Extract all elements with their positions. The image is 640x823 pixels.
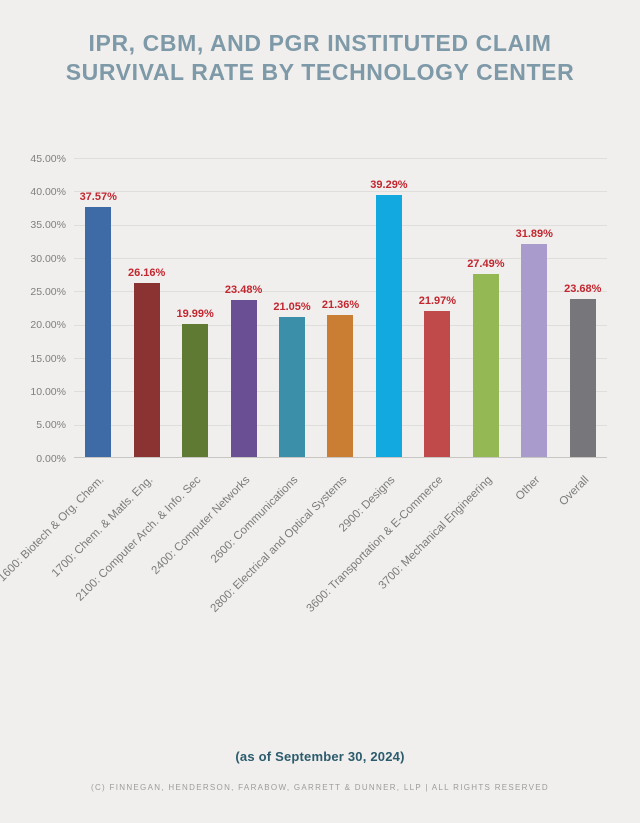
chart-bar <box>569 299 596 457</box>
bars-container: 37.57% 26.16% 19.99% 23.48% 21.05% 21.36% 39.2… <box>74 158 607 457</box>
bar-value-label: 21.36% <box>321 298 360 311</box>
chart-bar <box>375 195 402 457</box>
bar-slot: 21.36% <box>316 158 364 457</box>
y-tick-label: 35.00% <box>30 219 66 232</box>
bar-value-label: 37.57% <box>79 190 117 203</box>
y-tick-label: 40.00% <box>30 185 66 198</box>
x-tick-label: 3700: Mechanical Engineering <box>376 474 495 592</box>
y-tick-label: 20.00% <box>30 319 66 332</box>
y-axis: 0.00% 5.00% 10.00% 15.00% 20.00% 25.00% 30.00%… <box>0 153 66 465</box>
bar-slot: 37.57% <box>74 158 122 457</box>
plot-area: 37.57% 26.16% 19.99% 23.48% 21.05% 21.36% 39.2… <box>74 158 607 458</box>
gridline <box>74 191 607 193</box>
bar-value-label: 39.29% <box>370 179 408 192</box>
gridline <box>74 224 607 226</box>
y-tick-label: 15.00% <box>30 352 66 365</box>
bar-slot: 31.89% <box>510 158 558 457</box>
chart-bar <box>279 316 306 457</box>
x-tick-label: 2600: Communications <box>208 474 301 566</box>
page-title: IPR, CBM, AND PGR INSTITUTED CLAIM SURVI… <box>0 29 640 87</box>
bar-slot: 23.48% <box>219 158 267 457</box>
bar-slot: 21.05% <box>268 158 316 457</box>
bar-value-label: 27.49% <box>467 257 505 270</box>
bar-value-label: 19.99% <box>176 307 214 320</box>
as-of-date: (as of September 30, 2024) <box>235 749 405 764</box>
x-tick-label: Overall <box>557 474 592 509</box>
x-tick-label: 2100: Computer Arch. & Info. Sec <box>73 474 204 604</box>
bar-chart: 0.00% 5.00% 10.00% 15.00% 20.00% 25.00% 30.00%… <box>0 153 640 658</box>
x-tick-label: Other <box>513 474 543 503</box>
y-tick-label: 0.00% <box>36 452 66 465</box>
bar-slot: 21.97% <box>413 158 461 457</box>
copyright-notice: (C) FINNEGAN, HENDERSON, FARABOW, GARRET… <box>91 783 549 792</box>
chart-bar <box>472 273 499 457</box>
y-tick-label: 5.00% <box>36 419 66 432</box>
bar-slot: 23.68% <box>559 158 607 457</box>
bar-value-label: 26.16% <box>128 266 166 279</box>
x-axis-labels: 1600: Biotech & Org. Chem. 1700: Chem. & … <box>0 460 607 658</box>
gridline <box>74 291 607 293</box>
gridline <box>74 258 607 259</box>
chart-bar <box>521 244 548 457</box>
chart-bar <box>133 282 160 457</box>
x-tick-label: 2400: Computer Networks <box>149 474 253 577</box>
bar-value-label: 21.05% <box>273 300 311 313</box>
bar-value-label: 21.97% <box>418 294 457 307</box>
chart-bar <box>85 206 112 457</box>
bar-slot: 26.16% <box>122 158 170 457</box>
y-tick-label: 30.00% <box>30 252 66 265</box>
bar-value-label: 23.68% <box>564 283 602 296</box>
bar-slot: 19.99% <box>171 158 219 457</box>
chart-bar <box>327 314 354 457</box>
y-tick-label: 10.00% <box>30 385 66 398</box>
gridline <box>74 158 607 159</box>
bar-value-label: 23.48% <box>224 284 263 297</box>
bar-slot: 27.49% <box>462 158 510 457</box>
chart-bar <box>182 323 209 457</box>
x-tick-label: 2900: Designs <box>336 474 398 535</box>
bar-slot: 39.29% <box>365 158 413 457</box>
bar-value-label: 31.89% <box>515 228 553 241</box>
y-tick-label: 25.00% <box>30 285 66 298</box>
chart-bar <box>230 300 257 457</box>
x-tick-label: 3600: Transportation & E-Commerce <box>304 474 446 615</box>
y-tick-label: 45.00% <box>30 152 66 165</box>
chart-bar <box>424 310 451 457</box>
page-title-line-2: SURVIVAL RATE BY TECHNOLOGY CENTER <box>65 59 575 85</box>
page-title-line-1: IPR, CBM, AND PGR INSTITUTED CLAIM <box>88 30 552 56</box>
x-tick-label: 2800: Electrical and Optical Systems <box>208 474 349 615</box>
